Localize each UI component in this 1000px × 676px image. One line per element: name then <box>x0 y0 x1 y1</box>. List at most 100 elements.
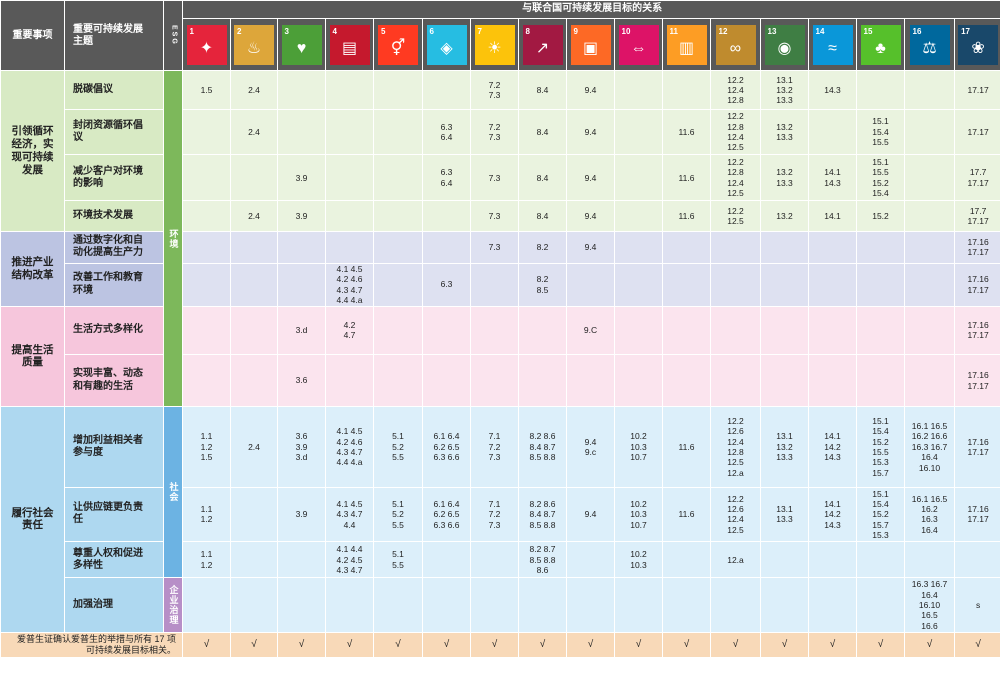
check-mark: √ <box>277 631 326 659</box>
sdg-icon-row: 1 ✦ 2 ♨ 3 ♥ 4 ▤ 5 ⚥ 6 ◈ 7 ☀ 8 ↗ 9 ▣ 10 ⇔ 11 ▥ 12 ∞ 13 ◉ 14 ≈15 ♣ 16 ⚖ 1… <box>1 18 1000 72</box>
sdg-target-cell: 6.1 6.4 6.2 6.5 6.3 6.6 <box>422 406 471 488</box>
sdg-target-cell <box>373 353 423 408</box>
esg-group-label: 社会 <box>163 406 183 579</box>
topic-row: 提高生活 质量 生活方式多样化 3.d 4.2 4.7 9.C 17.16 17.17 <box>0 305 1000 408</box>
topic-row: 封闭资源循环倡 议 2.4 6.3 6.4 7.2 7.3 8.4 9.4 11.6 12.2… <box>1 108 1000 156</box>
sdg-target-cell: 17.16 17.17 <box>953 305 1000 355</box>
sdg-glyph: ◉ <box>777 39 792 57</box>
sdg-icon-cell: 13 ◉ <box>760 18 809 72</box>
sdg-target-cell: 4.1 4.5 4.3 4.7 4.4 <box>325 486 374 543</box>
column-header-esg: ESG <box>163 0 183 72</box>
topic-row: 改善工作和教育 环境 4.1 4.5 4.2 4.6 4.3 4.7 4.4 4.… <box>1 262 1000 307</box>
sdg-target-cell: 6.1 6.4 6.2 6.5 6.3 6.6 <box>422 486 471 543</box>
sdg-target-cell: 12.2 12.4 12.8 <box>710 70 761 110</box>
reduced-inequalities-icon: 10 ⇔ <box>618 24 659 65</box>
sdg-target-cell <box>373 108 423 156</box>
quality-education-icon: 4 ▤ <box>329 24 370 65</box>
sdg-glyph: ≈ <box>828 39 837 57</box>
topic-label: 封闭资源循环倡 议 <box>64 108 164 156</box>
sdg-target-cell <box>614 230 663 264</box>
sdg-target-cell <box>325 108 374 156</box>
sdg-target-cell: 15.1 15.5 15.2 15.4 <box>856 154 905 202</box>
sdg-target-cell: 17.7 17.17 <box>953 200 1000 232</box>
check-mark: √ <box>422 631 471 659</box>
sdg-target-cell <box>373 262 423 307</box>
sdg-target-cell: 6.3 6.4 <box>422 108 471 156</box>
sdg-target-cell <box>760 230 809 264</box>
sdg-target-cell: 1.1 1.2 <box>182 486 231 543</box>
matrix-table: 重要事项 重要可持续发展 主题 ESG 与联合国可持续发展目标的关系 1 ✦ 2 ♨ 3 ♥ 4 ▤ 5… <box>0 0 1000 659</box>
sdg-target-cell: 2.4 <box>230 70 278 110</box>
sdg-target-cell <box>808 353 857 408</box>
sdg-target-cell: 9.4 9.c <box>566 406 615 488</box>
topic-label: 增加利益相关者 参与度 <box>64 406 164 488</box>
sdg-target-cell <box>182 230 231 264</box>
sdg-target-cell <box>422 541 471 579</box>
sdg-target-cell: 7.2 7.3 <box>470 108 519 156</box>
sdg-target-cell: 1.1 1.2 1.5 <box>182 406 231 488</box>
sdg-number: 11 <box>669 26 678 36</box>
sdg-target-cell: 10.2 10.3 10.7 <box>614 486 663 543</box>
sdg-target-cell <box>710 262 761 307</box>
sdg-target-cell: 17.16 17.17 <box>953 406 1000 488</box>
sdg-target-cell: 9.4 <box>566 200 615 232</box>
sdg-target-cell <box>470 577 519 633</box>
sdg-target-cell: 15.1 15.4 15.2 15.5 15.3 15.7 <box>856 406 905 488</box>
sdg-target-cell <box>614 200 663 232</box>
sdg-target-cell <box>470 353 519 408</box>
sdg-target-cell: 7.3 <box>470 200 519 232</box>
topic-row: 减少客户对环境 的影响 3.9 6.3 6.4 7.3 8.4 9.4 11.6 12.2 1… <box>1 154 1000 202</box>
sdg-target-cell: 14.1 14.3 <box>808 154 857 202</box>
sdg-icon-cell: 3 ♥ <box>277 18 326 72</box>
sdg-number: 13 <box>767 26 777 36</box>
sdg-target-cell <box>230 486 278 543</box>
sdg-target-cell <box>277 230 326 264</box>
sdg-number: 17 <box>961 26 971 36</box>
sdg-target-cell: 4.1 4.5 4.2 4.6 4.3 4.7 4.4 4.a <box>325 406 374 488</box>
sdg-target-cell <box>662 541 711 579</box>
sdg-target-cell: 17.16 17.17 <box>953 486 1000 543</box>
sdg-target-cell: 3.6 <box>277 353 326 408</box>
sdg-target-cell: 12.2 12.6 12.4 12.5 <box>710 486 761 543</box>
responsible-consumption-icon: 12 ∞ <box>715 24 756 65</box>
sdg-icon-cell: 12 ∞ <box>710 18 761 72</box>
sdg-target-cell <box>470 541 519 579</box>
sdg-target-cell: 9.C <box>566 305 615 355</box>
sdg-target-cell: 17.16 17.17 <box>953 353 1000 408</box>
good-health-icon: 3 ♥ <box>281 24 322 65</box>
sdg-target-cell <box>230 230 278 264</box>
sdg-target-cell <box>277 108 326 156</box>
sdg-target-cell <box>808 577 857 633</box>
check-mark: √ <box>710 631 761 659</box>
sdg-target-cell: 9.4 <box>566 70 615 110</box>
sdg-target-cell <box>904 262 955 307</box>
check-mark: √ <box>518 631 567 659</box>
topic-row: 环境技术发展 2.4 3.9 7.3 8.4 9.4 11.6 12.2 12.5 13.2 14… <box>1 200 1000 232</box>
check-mark: √ <box>953 631 1000 659</box>
sdg-icon-cell: 9 ▣ <box>566 18 615 72</box>
header-row: 重要事项 重要可持续发展 主题 ESG 与联合国可持续发展目标的关系 <box>0 0 1000 72</box>
topic-label: 改善工作和教育 环境 <box>64 262 164 307</box>
sdg-target-cell <box>373 154 423 202</box>
sdg-target-cell <box>856 577 905 633</box>
sdg-target-cell: 12.2 12.8 12.4 12.5 <box>710 108 761 156</box>
sdg-number: 7 <box>477 26 482 36</box>
sdg-target-cell <box>856 353 905 408</box>
sdg-target-cell <box>422 230 471 264</box>
sustainable-cities-icon: 11 ▥ <box>666 24 707 65</box>
sdg-target-cell <box>470 305 519 355</box>
sdg-target-cell: 16.1 16.5 16.2 16.6 16.3 16.7 16.4 16.10 <box>904 406 955 488</box>
category-label: 引领循环 经济，实 现可持续 发展 <box>0 70 65 232</box>
sdg-target-cell <box>760 305 809 355</box>
sdg-target-cell: 3.d <box>277 305 326 355</box>
sdg-target-cell <box>614 577 663 633</box>
sdg-target-cell <box>614 353 663 408</box>
column-header-priority: 重要事项 <box>0 0 65 72</box>
sdg-glyph: ◈ <box>440 39 453 57</box>
sdg-target-cell: 7.1 7.2 7.3 <box>470 406 519 488</box>
sdg-target-cell <box>373 305 423 355</box>
sdg-target-cell <box>614 108 663 156</box>
sdg-target-cell: 17.17 <box>953 70 1000 110</box>
sdg-target-cell <box>422 200 471 232</box>
